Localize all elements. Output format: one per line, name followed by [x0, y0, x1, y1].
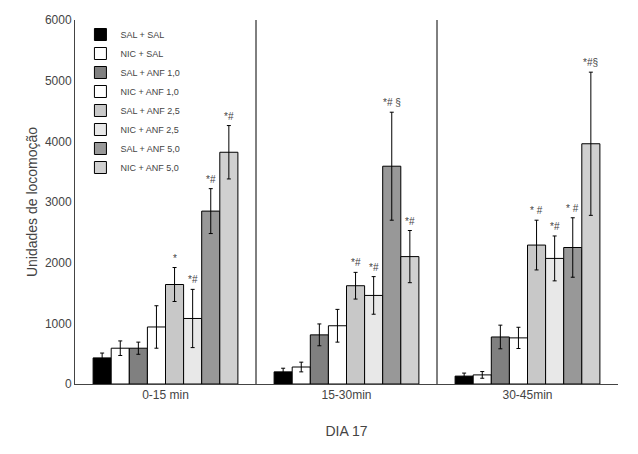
svg-text:NIC + ANF 1,0: NIC + ANF 1,0: [120, 87, 178, 97]
svg-text:* #: * #: [530, 205, 543, 216]
svg-text:NIC + ANF 2,5: NIC + ANF 2,5: [120, 125, 178, 135]
svg-text:* #: * #: [566, 203, 579, 214]
svg-text:0-15 min: 0-15 min: [142, 388, 189, 402]
svg-text:*# §: *# §: [383, 97, 401, 108]
svg-text:*#§: *#§: [583, 57, 598, 68]
svg-text:*#: *#: [351, 257, 361, 268]
svg-text:NIC + SAL: NIC + SAL: [120, 49, 163, 59]
svg-text:*#: *#: [405, 216, 415, 227]
svg-text:*#: *#: [224, 111, 234, 122]
svg-text:SAL + ANF 1,0: SAL + ANF 1,0: [120, 68, 179, 78]
svg-text:SAL + SAL: SAL + SAL: [120, 30, 164, 40]
svg-text:*#: *#: [369, 262, 379, 273]
svg-text:6000: 6000: [45, 13, 72, 27]
svg-text:2000: 2000: [45, 256, 72, 270]
svg-text:30-45min: 30-45min: [502, 388, 552, 402]
svg-text:0: 0: [65, 377, 72, 391]
svg-text:Unidades de locomoção: Unidades de locomoção: [24, 127, 40, 277]
svg-text:*#: *#: [206, 174, 216, 185]
svg-text:NIC + ANF 5,0: NIC + ANF 5,0: [120, 163, 178, 173]
svg-text:DIA 17: DIA 17: [325, 423, 367, 439]
svg-text:SAL + ANF 2,5: SAL + ANF 2,5: [120, 106, 179, 116]
svg-text:*#: *#: [550, 221, 560, 232]
svg-text:3000: 3000: [45, 195, 72, 209]
svg-text:SAL + ANF 5,0: SAL + ANF 5,0: [120, 144, 179, 154]
svg-text:4000: 4000: [45, 135, 72, 149]
svg-text:5000: 5000: [45, 74, 72, 88]
svg-text:1000: 1000: [45, 317, 72, 331]
svg-text:15-30min: 15-30min: [321, 388, 371, 402]
svg-text:*: *: [173, 253, 177, 264]
svg-text:*#: *#: [188, 274, 198, 285]
